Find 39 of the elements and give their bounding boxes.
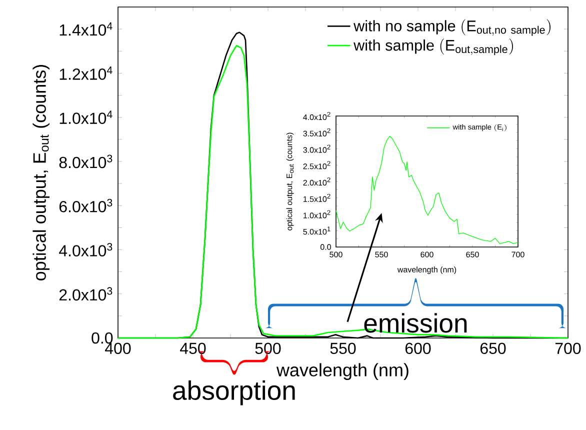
y-tick-label: 2.5x10$^{2}$ (303, 161, 330, 170)
y-tick-label: 1.4x10$^{4}$ (60, 22, 112, 36)
x-tick-label: 650 (466, 252, 479, 258)
x-tick-label: 550 (375, 252, 388, 258)
y-tick-label: 3.0x10$^{2}$ (303, 144, 330, 153)
x-axis-title: wavelength (nm) (397, 266, 456, 274)
y-tick-label: 0.0 (320, 244, 331, 250)
y-tick-label: 4.0x10$^{3}$ (59, 243, 112, 256)
x-tick-label: 650 (480, 342, 506, 354)
y-tick-label: 8.0x10$^{3}$ (59, 154, 112, 168)
y-tick-label: 3.5x10$^{2}$ (303, 128, 330, 136)
legend-label: $\mathrm{with\ sample\ (E_{out,sample})}$ (354, 38, 513, 56)
y-tick-label: 6.0x10$^{3}$ (59, 198, 112, 212)
x-tick-label: 500 (330, 252, 342, 258)
y-tick-label: 1.2x10$^{4}$ (60, 66, 112, 80)
text: absorption (173, 380, 295, 406)
y-tick-label: 1.0x10$^{2}$ (304, 210, 330, 218)
x-tick-label: 550 (330, 342, 356, 354)
y-tick-label: 2.0x10$^{3}$ (59, 287, 112, 301)
x-tick-label: 700 (512, 252, 524, 258)
y-tick-label: 4.0x10$^{2}$ (303, 112, 330, 120)
x-tick-label: 450 (180, 342, 206, 354)
y-tick-label: 0.0 (92, 332, 113, 344)
x-tick-label: 600 (420, 252, 434, 258)
y-axis-title: optical output, E$_{out}$ (counts) (32, 64, 50, 280)
y-tick-label: 1.5x10$^{2}$ (304, 194, 330, 202)
y-tick-label: 5.0x10$^{1}$ (303, 226, 330, 235)
legend-label: $\mathrm{with\ no\ sample\ (E_{out,no\ sample})}$ (354, 19, 550, 36)
x-tick-label: 700 (555, 342, 581, 354)
x-axis-title: wavelength (nm) (276, 363, 408, 380)
y-tick-label: 2.0x10$^{2}$ (303, 177, 330, 186)
y-tick-label: 1.0x10$^{4}$ (60, 110, 112, 124)
x-tick-label: 600 (405, 342, 431, 354)
y-axis-title: optical output, E$_{out}$ (counts) (286, 132, 294, 230)
x-tick-label: 500 (255, 342, 281, 354)
line-series (336, 136, 518, 244)
annotation: emission (364, 313, 467, 333)
x-tick-label: 400 (105, 342, 131, 354)
legend-label: $\mathrm{with\ sample\ (E_{i})}$ (452, 124, 506, 132)
